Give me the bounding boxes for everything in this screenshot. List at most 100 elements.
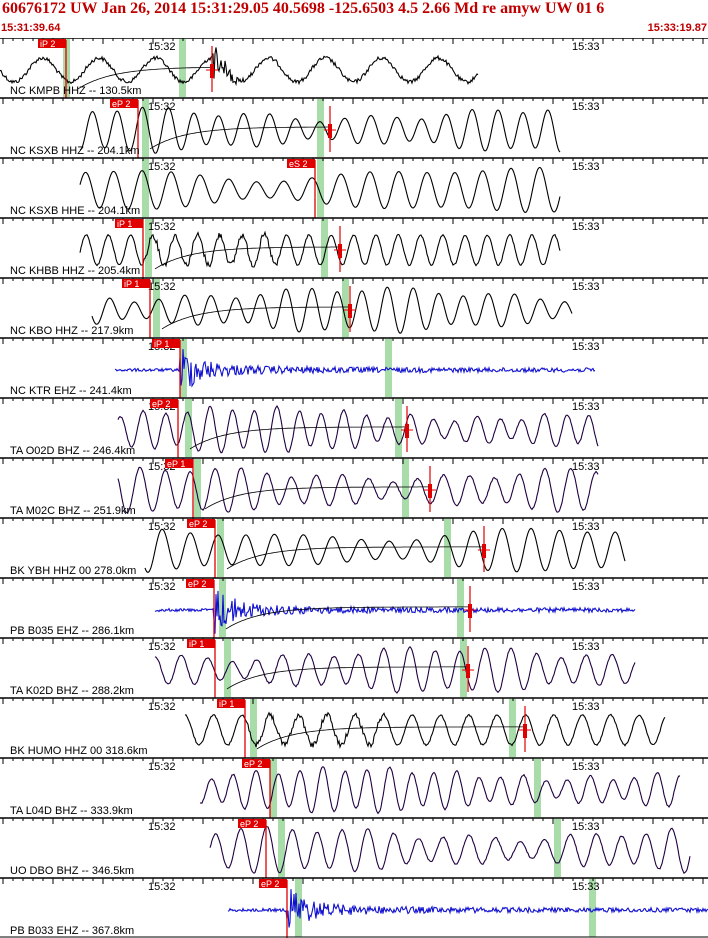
phase-pick-label-box[interactable]	[287, 159, 315, 168]
minute-label-1533: 15:33	[572, 761, 600, 773]
station-panel[interactable]: 15:32 15:33 eP 2 UO DBO BHZ -- 346.5km	[0, 817, 708, 878]
station-label: NC KHBB HHZ -- 205.4km	[10, 265, 140, 277]
station-panel[interactable]: 15:32 15:33 iP 1 TA K02D BHZ -- 288.2km	[0, 637, 708, 698]
minute-label-1533: 15:33	[572, 341, 600, 353]
coda-end-marker-box	[428, 484, 432, 498]
station-panel[interactable]: 15:32 15:33 eS 2 NC KSXB HHE -- 204.1km	[0, 157, 708, 218]
phase-pick-label-box[interactable]	[110, 99, 138, 108]
coda-window-band	[317, 99, 324, 157]
phase-pick-label-box[interactable]	[150, 399, 178, 408]
minute-label-1533: 15:33	[572, 881, 600, 893]
coda-window-band	[278, 819, 285, 877]
minute-label-1532: 15:32	[148, 881, 176, 893]
phase-pick-label-box[interactable]	[187, 639, 215, 648]
phase-pick-label: eP 2	[112, 99, 130, 109]
coda-window-band	[250, 699, 257, 757]
phase-pick-label-box[interactable]	[38, 39, 66, 48]
minute-label-1532: 15:32	[148, 521, 176, 533]
coda-end-marker-box	[482, 544, 486, 558]
station-label: NC KSXB HHZ -- 204.1km	[10, 145, 140, 157]
phase-pick-label-box[interactable]	[122, 279, 150, 288]
coda-end-marker-box	[468, 604, 472, 618]
waveform-trace	[79, 166, 561, 213]
coda-end-marker-box	[405, 424, 409, 438]
phase-pick-label-box[interactable]	[115, 219, 143, 228]
seismogram-panels[interactable]: 15:32 15:33 iP 2 NC KMPB HHZ -- 130.5km 15:3…	[0, 38, 708, 938]
waveform-trace	[117, 466, 599, 514]
coda-window-band	[395, 399, 402, 457]
station-label: UO DBO BHZ -- 346.5km	[10, 865, 134, 877]
station-panel[interactable]: 15:32 15:33 iP 1 NC KBO HHZ -- 217.9km	[0, 277, 708, 338]
coda-window-band	[185, 399, 192, 457]
minute-label-1533: 15:33	[572, 521, 600, 533]
phase-pick-label: eP 2	[189, 519, 207, 529]
event-title: 60676172 UW Jan 26, 2014 15:31:29.05 40.…	[2, 0, 605, 17]
minute-label-1533: 15:33	[572, 221, 600, 233]
coda-end-marker-box	[328, 124, 332, 138]
phase-pick-label: eP 2	[261, 879, 279, 889]
minute-label-1533: 15:33	[572, 101, 600, 113]
waveform-trace	[154, 590, 636, 634]
coda-window-band	[460, 639, 467, 697]
phase-pick-label-box[interactable]	[187, 519, 215, 528]
minute-label-1532: 15:32	[148, 281, 176, 293]
coda-decay-curve	[149, 126, 330, 150]
coda-decay-curve	[256, 726, 525, 750]
waveform-trace	[144, 527, 626, 574]
phase-pick-label: iP 1	[154, 339, 169, 349]
station-panel[interactable]: 15:32 15:33 eP 2 NC KSXB HHZ -- 204.1km	[0, 97, 708, 158]
coda-end-marker-box	[338, 244, 342, 258]
waveform-trace	[79, 230, 561, 268]
minute-label-1533: 15:33	[572, 401, 600, 413]
phase-pick-label-box[interactable]	[242, 759, 270, 768]
station-panel[interactable]: 15:32 15:33 eP 2 PB B033 EHZ -- 367.8km	[0, 877, 708, 938]
station-label: NC KTR EHZ -- 241.4km	[10, 385, 132, 397]
waveform-trace	[0, 47, 479, 87]
phase-pick-label-box[interactable]	[186, 579, 214, 588]
phase-pick-label: eP 2	[240, 819, 258, 829]
station-panel[interactable]: 15:32 15:33 iP 1 BK HUMO HHZ 00 318.6km	[0, 697, 708, 758]
waveform-trace	[227, 889, 708, 928]
coda-decay-curve	[189, 426, 406, 450]
station-panel[interactable]: 15:32 15:33 iP 2 NC KMPB HHZ -- 130.5km	[0, 38, 708, 98]
station-panel[interactable]: 15:32 15:33 iP 1 NC KHBB HHZ -- 205.4km	[0, 217, 708, 278]
phase-pick-label: eP 2	[244, 759, 262, 769]
minute-label-1533: 15:33	[572, 581, 600, 593]
phase-pick-label-box[interactable]	[165, 459, 193, 468]
coda-window-band	[385, 339, 392, 397]
coda-window-band	[589, 879, 596, 937]
coda-window-band	[534, 759, 541, 817]
station-label: TA L04D BHZ -- 333.9km	[10, 805, 133, 817]
station-panel[interactable]: 15:32 15:33 eP 2 TA L04D BHZ -- 333.9km	[0, 757, 708, 818]
phase-pick-label: iP 2	[40, 39, 55, 49]
station-label: PB B033 EHZ -- 367.8km	[10, 925, 134, 937]
minute-label-1532: 15:32	[148, 821, 176, 833]
station-panel[interactable]: 15:32 15:33 eP 2 PB B035 EHZ -- 286.1km	[0, 577, 708, 638]
minute-label-1532: 15:32	[148, 581, 176, 593]
window-start-time: 15:31:39.64	[1, 22, 61, 34]
coda-window-band	[554, 819, 561, 877]
phase-pick-label: eP 2	[152, 399, 170, 409]
station-label: NC KMPB HHZ -- 130.5km	[10, 85, 141, 97]
phase-pick-label-box[interactable]	[152, 339, 180, 348]
phase-pick-label-box[interactable]	[217, 699, 245, 708]
station-panel[interactable]: 15:32 15:33 eP 2 BK YBH HHZ 00 278.0km	[0, 517, 708, 578]
station-label: TA M02C BHZ -- 251.9km	[10, 505, 136, 517]
phase-pick-label: eP 1	[167, 459, 185, 469]
station-label: BK YBH HHZ 00 278.0km	[10, 565, 136, 577]
phase-pick-label-box[interactable]	[238, 819, 266, 828]
phase-pick-label-box[interactable]	[259, 879, 287, 888]
coda-window-band	[153, 279, 160, 337]
coda-window-band	[321, 219, 328, 277]
station-label: NC KSXB HHE -- 204.1km	[10, 205, 140, 217]
minute-label-1532: 15:32	[148, 701, 176, 713]
coda-window-band	[317, 159, 324, 217]
phase-pick-label: iP 1	[189, 639, 204, 649]
coda-decay-curve	[226, 666, 467, 690]
phase-pick-label: eS 2	[289, 159, 308, 169]
phase-pick-label: iP 1	[124, 279, 139, 289]
window-end-time: 15:33:19.87	[647, 22, 707, 34]
